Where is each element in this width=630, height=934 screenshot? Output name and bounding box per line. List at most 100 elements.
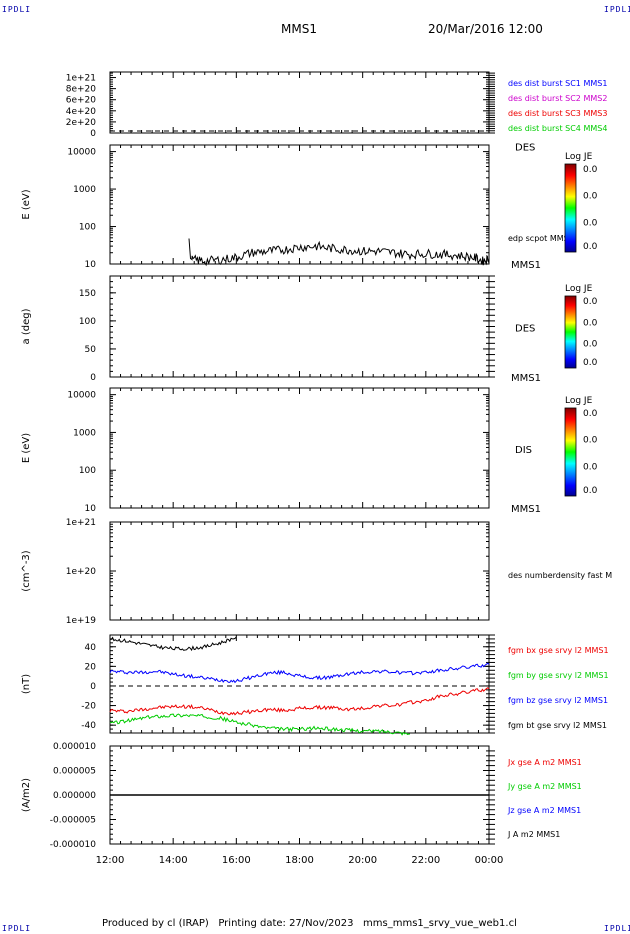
header-datetime: 20/Mar/2016 12:00 bbox=[428, 22, 543, 36]
series-line bbox=[109, 687, 490, 716]
y-tick-label: 2e+20 bbox=[66, 118, 97, 128]
y-tick-label: -0.000010 bbox=[50, 840, 96, 850]
x-tick-label: 18:00 bbox=[285, 855, 314, 866]
x-tick-label: 22:00 bbox=[411, 855, 440, 866]
y-axis-label: E (eV) bbox=[21, 189, 32, 219]
y-tick-label: 0 bbox=[90, 682, 96, 692]
legend-entry: Jy gse A m2 MMS1 bbox=[507, 782, 582, 791]
colorbar bbox=[564, 163, 577, 253]
panel-side-label: DES bbox=[515, 143, 535, 154]
y-tick-label: 40 bbox=[85, 643, 97, 653]
legend-entry: des dist burst SC4 MMS4 bbox=[508, 124, 607, 133]
series-line bbox=[109, 713, 411, 736]
series-line bbox=[188, 238, 490, 267]
panel-spacecraft-label: MMS1 bbox=[511, 373, 541, 384]
colorbar-label: 0.0 bbox=[583, 358, 598, 368]
colorbar bbox=[564, 407, 577, 497]
y-tick-label: 0 bbox=[90, 129, 96, 139]
colorbar-label: 0.0 bbox=[583, 436, 598, 446]
y-tick-label: 0.000005 bbox=[53, 767, 96, 777]
corner-mark-top-left: IPDLI bbox=[2, 5, 32, 14]
legend-entry: des dist burst SC2 MMS2 bbox=[508, 94, 607, 103]
colorbar-label: 0.0 bbox=[583, 409, 598, 419]
panel-frame bbox=[109, 275, 490, 378]
corner-mark-top-right: IPDLI bbox=[604, 5, 630, 14]
y-tick-label: -20 bbox=[81, 702, 96, 712]
y-axis-label: (A/m2) bbox=[21, 778, 32, 812]
panel-frame bbox=[109, 144, 490, 265]
x-tick-label: 00:00 bbox=[475, 855, 504, 866]
y-tick-label: 1000 bbox=[73, 428, 96, 438]
y-axis-label: E (eV) bbox=[21, 433, 32, 463]
legend-entry: fgm bx gse srvy l2 MMS1 bbox=[508, 646, 609, 655]
legend-entry: des numberdensity fast M bbox=[508, 571, 612, 580]
y-tick-label: 10 bbox=[85, 504, 97, 514]
footer-credits: Produced by cl (IRAP) Printing date: 27/… bbox=[102, 918, 517, 929]
panel-frame bbox=[109, 634, 490, 734]
legend-entry: des dist burst SC1 MMS1 bbox=[508, 79, 607, 88]
y-tick-label: 6e+20 bbox=[66, 96, 97, 106]
panel-frame bbox=[109, 521, 490, 621]
y-axis-label: (nT) bbox=[21, 674, 32, 694]
colorbar-title: Log JE bbox=[565, 152, 593, 162]
y-tick-label: 10 bbox=[85, 260, 97, 270]
y-tick-label: 10000 bbox=[67, 148, 96, 158]
legend-entry: fgm by gse srvy l2 MMS1 bbox=[508, 671, 609, 680]
panel-side-label: DIS bbox=[515, 445, 532, 456]
panel-frame bbox=[109, 71, 490, 134]
y-axis-label: (cm^-3) bbox=[21, 550, 32, 591]
y-tick-label: 1e+20 bbox=[66, 567, 97, 577]
legend-entry: fgm bt gse srvy l2 MMS1 bbox=[508, 721, 607, 730]
y-tick-label: 50 bbox=[85, 345, 97, 355]
x-tick-label: 16:00 bbox=[222, 855, 251, 866]
y-tick-label: 1e+21 bbox=[66, 74, 96, 84]
legend-entry: Jz gse A m2 MMS1 bbox=[507, 806, 581, 815]
y-tick-label: -0.000005 bbox=[50, 816, 96, 826]
x-tick-label: 20:00 bbox=[348, 855, 377, 866]
panel-6 bbox=[109, 634, 495, 736]
colorbar-label: 0.0 bbox=[583, 218, 598, 228]
colorbar-label: 0.0 bbox=[583, 165, 598, 175]
y-tick-label: 4e+20 bbox=[66, 107, 97, 117]
y-tick-label: -40 bbox=[81, 721, 96, 731]
colorbar-label: 0.0 bbox=[583, 486, 598, 496]
legend-entry: Jx gse A m2 MMS1 bbox=[507, 758, 582, 767]
corner-mark-bottom-right: IPDLI bbox=[604, 924, 630, 933]
panel-1 bbox=[109, 71, 495, 134]
header-spacecraft: MMS1 bbox=[281, 22, 317, 36]
corner-mark-bottom-left: IPDLI bbox=[2, 924, 32, 933]
colorbar-label: 0.0 bbox=[583, 462, 598, 472]
y-tick-label: 20 bbox=[85, 662, 97, 672]
y-axis-label: a (deg) bbox=[21, 308, 32, 344]
colorbar-label: 0.0 bbox=[583, 242, 598, 252]
series-line bbox=[109, 662, 490, 684]
y-tick-label: 10000 bbox=[67, 391, 96, 401]
panel-side-label: DES bbox=[515, 324, 535, 335]
panel-3 bbox=[109, 275, 495, 378]
panel-4 bbox=[109, 387, 490, 509]
y-tick-label: 150 bbox=[79, 289, 96, 299]
y-tick-label: 0.000010 bbox=[53, 742, 96, 752]
y-tick-label: 100 bbox=[79, 223, 96, 233]
legend-entry: fgm bz gse srvy l2 MMS1 bbox=[508, 696, 608, 705]
colorbar-label: 0.0 bbox=[583, 192, 598, 202]
colorbar-title: Log JE bbox=[565, 396, 593, 406]
y-tick-label: 100 bbox=[79, 317, 96, 327]
y-tick-label: 1e+19 bbox=[66, 616, 97, 626]
legend-entry: des dist burst SC3 MMS3 bbox=[508, 109, 607, 118]
panel-7 bbox=[109, 745, 495, 845]
y-tick-label: 1000 bbox=[73, 185, 96, 195]
x-tick-label: 12:00 bbox=[96, 855, 125, 866]
y-tick-label: 8e+20 bbox=[66, 85, 97, 95]
y-tick-label: 0.000000 bbox=[53, 791, 96, 801]
x-tick-label: 14:00 bbox=[159, 855, 188, 866]
y-tick-label: 1e+21 bbox=[66, 518, 96, 528]
panel-5 bbox=[109, 521, 490, 621]
y-tick-label: 0 bbox=[90, 373, 96, 383]
colorbar-label: 0.0 bbox=[583, 297, 598, 307]
colorbar-label: 0.0 bbox=[583, 340, 598, 350]
legend-entry: edp scpot MMS1 bbox=[508, 234, 574, 243]
panel-spacecraft-label: MMS1 bbox=[511, 504, 541, 515]
colorbar-title: Log JE bbox=[565, 284, 593, 294]
